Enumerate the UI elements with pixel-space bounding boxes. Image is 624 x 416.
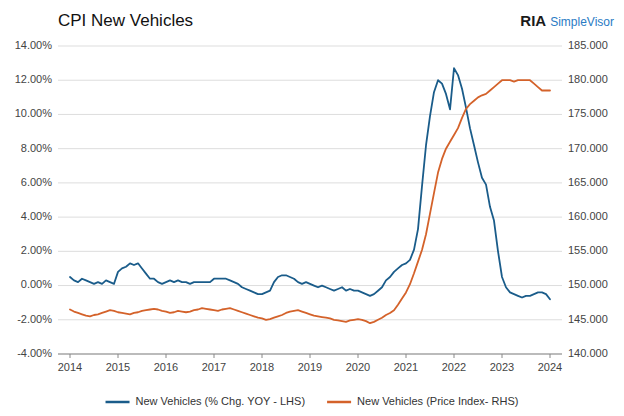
x-tick-label: 2016 — [154, 361, 178, 373]
y2-tick-label: 145.000 — [568, 313, 608, 325]
y2-tick-label: 170.000 — [568, 142, 608, 154]
y2-tick-label: 165.000 — [568, 176, 608, 188]
annotation: SimpleVisor — [550, 15, 614, 29]
x-tick — [406, 354, 407, 358]
x-axis-line — [58, 354, 562, 355]
legend-label: New Vehicles (% Chg. YOY - LHS) — [136, 395, 306, 407]
y-tick-label: 14.00% — [15, 39, 53, 51]
y2-tick-label: 150.000 — [568, 278, 608, 290]
x-tick — [262, 354, 263, 358]
x-tick — [502, 354, 503, 358]
grid-line — [58, 319, 562, 320]
x-tick — [166, 354, 167, 358]
background — [0, 0, 624, 416]
plot-area — [70, 68, 550, 323]
x-tick — [358, 354, 359, 358]
legend-swatch — [106, 401, 130, 404]
grid-line — [58, 80, 562, 81]
x-tick — [214, 354, 215, 358]
y-tick-label: 12.00% — [15, 73, 53, 85]
y2-tick-label: 160.000 — [568, 210, 608, 222]
x-tick — [550, 354, 551, 358]
annotation: RIA — [520, 12, 546, 29]
grid-line — [58, 251, 562, 252]
title: CPI New Vehicles — [58, 11, 193, 30]
y-tick-label: -4.00% — [17, 347, 52, 359]
y-tick-label: -2.00% — [17, 313, 52, 325]
x-tick-label: 2017 — [202, 361, 226, 373]
legend-label: New Vehicles (Price Index- RHS) — [357, 395, 518, 407]
grid-line — [58, 354, 562, 355]
series-line — [70, 68, 550, 299]
y-tick-label: 0.00% — [21, 278, 52, 290]
x-tick — [70, 354, 71, 358]
logo: SimpleVisor RIA — [520, 12, 614, 29]
y2-tick-label: 155.000 — [568, 244, 608, 256]
legend: New Vehicles (% Chg. YOY - LHS) New Vehic… — [106, 395, 519, 407]
series-line — [70, 80, 550, 323]
y-tick-label: 2.00% — [21, 244, 52, 256]
grid-line — [58, 182, 562, 183]
x-tick-label: 2019 — [298, 361, 322, 373]
x-tick-label: 2015 — [106, 361, 130, 373]
y2-tick-label: 140.000 — [568, 347, 608, 359]
chart: -4.00% -2.00% 0.00% 2.00% 4.00% 6.00% 8.00% 10.… — [0, 0, 624, 416]
x-tick — [454, 354, 455, 358]
x-tick — [118, 354, 119, 358]
y2-tick-label: 185.000 — [568, 39, 608, 51]
y-tick-label: 6.00% — [21, 176, 52, 188]
grid-line — [58, 114, 562, 115]
grid — [58, 46, 562, 354]
x-tick-label: 2020 — [346, 361, 370, 373]
y-tick-label: 8.00% — [21, 142, 52, 154]
x-tick-label: 2023 — [490, 361, 514, 373]
grid-line — [58, 46, 562, 47]
y2-tick-label: 180.000 — [568, 73, 608, 85]
x-tick — [310, 354, 311, 358]
x-tick-label: 2024 — [538, 361, 562, 373]
grid-line — [58, 217, 562, 218]
grid-line — [58, 148, 562, 149]
y2-tick-label: 175.000 — [568, 107, 608, 119]
grid-line — [58, 285, 562, 286]
y-tick-label: 10.00% — [15, 107, 53, 119]
x-tick-label: 2021 — [394, 361, 418, 373]
y-tick-label: 4.00% — [21, 210, 52, 222]
axes: -4.00% -2.00% 0.00% 2.00% 4.00% 6.00% 8.00% 10.… — [15, 39, 608, 373]
x-tick-label: 2014 — [58, 361, 82, 373]
x-tick-label: 2018 — [250, 361, 274, 373]
x-tick-label: 2022 — [442, 361, 466, 373]
legend-swatch — [327, 401, 351, 404]
